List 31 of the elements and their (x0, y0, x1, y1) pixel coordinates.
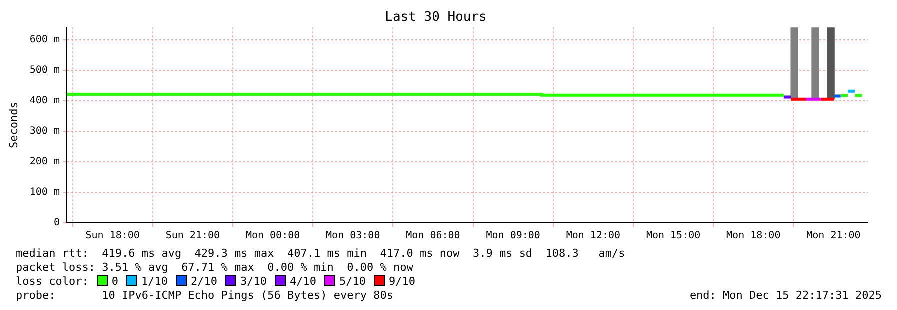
x-tick-label: Mon 12:00 (566, 230, 621, 242)
legend-label: 9/10 (388, 275, 416, 288)
text: packet loss: 3.51 % avg 67.71 % max 0.00 % min 0.00 % now (16, 261, 414, 275)
x-tick-label: Mon 06:00 (406, 230, 460, 242)
x-tick-label: Mon 18:00 (726, 230, 781, 242)
text: probe: 10 IPv6-ICMP Echo Pings (56 Bytes) every 80s (16, 289, 394, 302)
x-tick-label: Sun 18:00 (86, 230, 140, 242)
legend-label: 4/10 (290, 275, 316, 288)
x-tick-label: Mon 00:00 (246, 230, 300, 242)
legend-label: 3/10 (240, 275, 267, 288)
legend-label: 0 (112, 275, 118, 288)
x-tick-label: Sun 21:00 (166, 230, 220, 242)
text: end: Mon Dec 15 22:17:31 2025 (690, 289, 882, 303)
text: median rtt: 419.6 ms avg 429.3 ms max 407.1 ms min 417.0 ms now 3.9 ms sd 108.3 am/s (16, 247, 626, 261)
y-tick-label: 200 m (30, 156, 60, 168)
y-tick-label: 600 m (30, 34, 60, 46)
legend-label: 5/10 (339, 275, 366, 288)
legend-title: loss color: (16, 275, 89, 288)
y-tick-label: 400 m (30, 95, 60, 106)
legend-label: 2/10 (190, 275, 218, 288)
x-tick-label: Mon 15:00 (646, 230, 701, 242)
legend-label: 1/10 (141, 275, 168, 288)
y-tick-label: 100 m (30, 187, 60, 198)
y-tick-label: 0 (54, 218, 60, 229)
y-tick-label: 500 m (30, 64, 60, 76)
y-axis-title: Seconds (7, 102, 20, 148)
x-tick-label: Mon 21:00 (806, 230, 861, 242)
x-tick-label: Mon 09:00 (486, 230, 540, 242)
x-tick-label: Mon 03:00 (326, 230, 380, 242)
y-tick-label: 300 m (30, 126, 60, 137)
chart-title: Last 30 Hours (385, 10, 487, 26)
